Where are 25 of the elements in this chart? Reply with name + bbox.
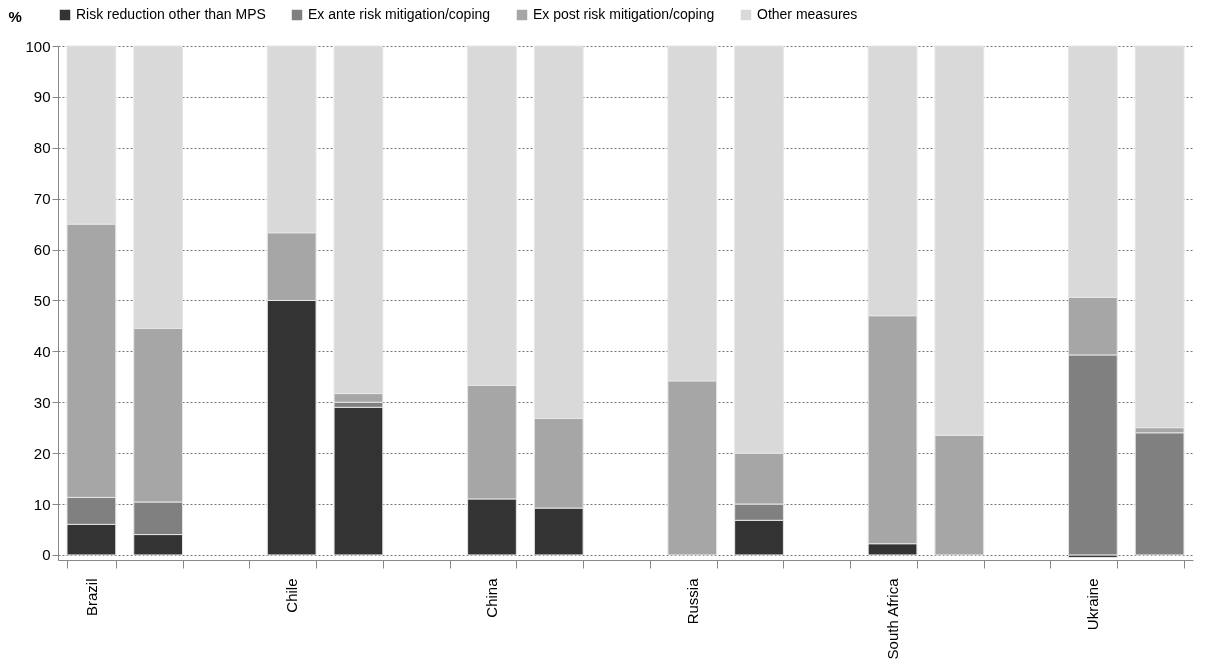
x-tick-label: China xyxy=(483,577,501,618)
x-tick-label: South Africa xyxy=(884,577,902,660)
y-tick-label: 70 xyxy=(33,190,51,208)
y-tick-label: 100 xyxy=(25,37,51,55)
legend-label: Ex ante risk mitigation/coping xyxy=(308,6,491,22)
y-tick-label: 20 xyxy=(33,444,51,462)
bar xyxy=(1134,45,1185,429)
y-tick-label: 60 xyxy=(33,241,51,259)
y-tick-label: 80 xyxy=(33,139,51,157)
y-axis-title: % xyxy=(8,7,22,25)
y-tick-label: 40 xyxy=(33,342,51,360)
y-tick-label: 0 xyxy=(42,546,51,564)
legend-label: Other measures xyxy=(757,6,858,22)
y-tick-label: 10 xyxy=(33,495,51,513)
y-tick-label: 30 xyxy=(33,393,51,411)
legend-label: Risk reduction other than MPS xyxy=(76,6,266,22)
bar xyxy=(1134,432,1185,556)
y-tick-label: 90 xyxy=(33,88,51,106)
x-tick-label: Chile xyxy=(283,578,301,613)
y-tick-label: 50 xyxy=(33,291,51,309)
x-tick-label: Russia xyxy=(683,577,701,625)
legend-label: Ex post risk mitigation/coping xyxy=(533,6,715,22)
x-tick-label: Ukraine xyxy=(1084,578,1102,631)
bar xyxy=(333,406,384,556)
x-tick-label: Brazil xyxy=(82,578,100,617)
